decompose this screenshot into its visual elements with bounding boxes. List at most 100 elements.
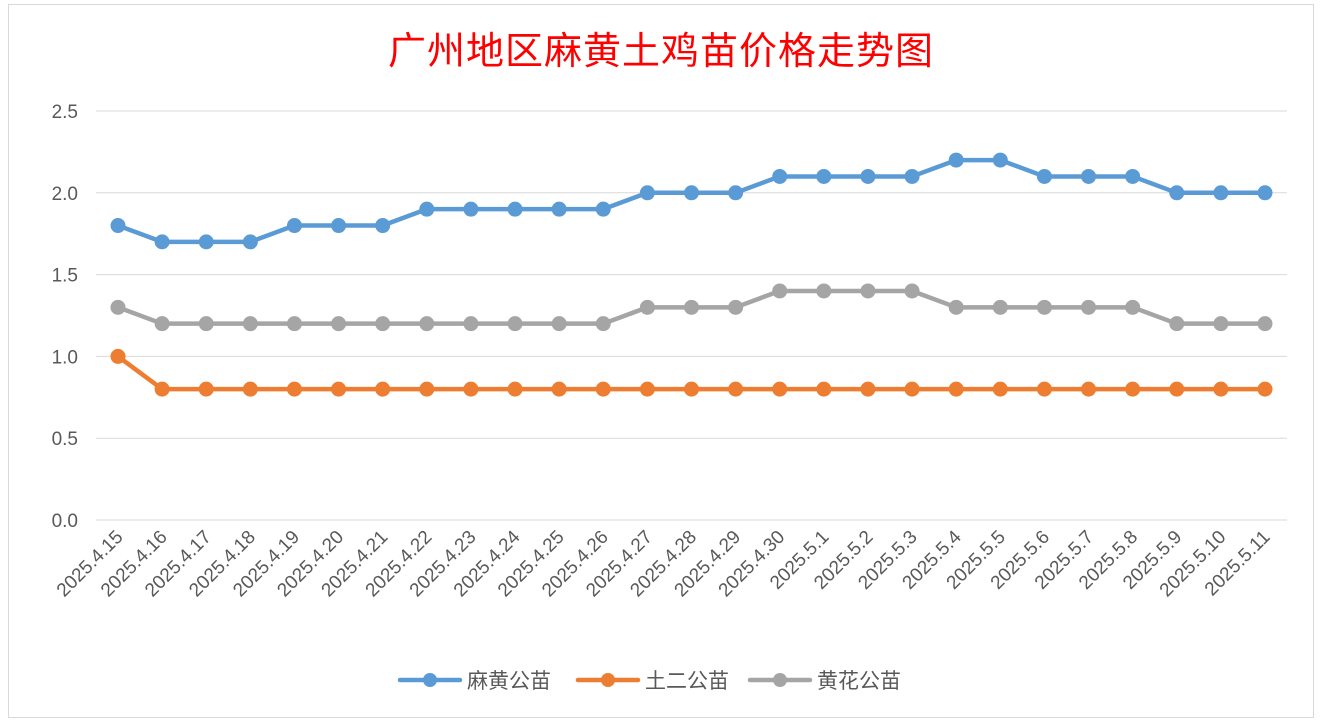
legend-label: 黄花公苗 xyxy=(817,669,901,693)
data-point xyxy=(1257,185,1273,201)
data-point xyxy=(1081,168,1097,184)
legend: 麻黄公苗 土二公苗 黄花公苗 xyxy=(397,669,901,693)
data-point xyxy=(198,234,214,250)
data-point xyxy=(375,316,391,332)
data-point xyxy=(110,348,126,364)
data-point xyxy=(1169,316,1185,332)
data-point xyxy=(110,299,126,315)
data-point xyxy=(639,381,655,397)
data-point xyxy=(1125,299,1141,315)
data-point xyxy=(286,381,302,397)
data-point xyxy=(904,283,920,299)
data-point xyxy=(728,299,744,315)
data-point xyxy=(154,381,170,397)
data-point xyxy=(860,381,876,397)
chart-frame xyxy=(8,4,1314,718)
data-point xyxy=(463,316,479,332)
y-tick-label: 1.0 xyxy=(52,347,78,368)
x-axis-ticks: 2025.4.152025.4.162025.4.172025.4.182025… xyxy=(53,526,1275,601)
data-point xyxy=(684,299,699,315)
data-point xyxy=(331,316,347,332)
data-point xyxy=(595,381,611,397)
legend-label: 麻黄公苗 xyxy=(467,669,551,693)
data-point xyxy=(1213,316,1229,332)
data-point xyxy=(728,381,744,397)
series-3 xyxy=(110,283,1273,332)
legend-dot-marker xyxy=(423,673,437,687)
legend-item: 土二公苗 xyxy=(575,669,729,693)
legend-item: 麻黄公苗 xyxy=(397,669,551,693)
data-point xyxy=(1125,381,1141,397)
legend-item: 黄花公苗 xyxy=(747,669,901,693)
data-point xyxy=(816,283,832,299)
data-point xyxy=(286,218,302,234)
data-point xyxy=(331,381,347,397)
data-point xyxy=(1169,185,1185,201)
y-axis-ticks: 0.0 0.5 1.0 1.5 2.0 2.5 xyxy=(52,102,78,532)
data-point xyxy=(1125,168,1141,184)
legend-dot-marker xyxy=(601,673,615,687)
data-point xyxy=(728,185,744,201)
data-point xyxy=(860,168,876,184)
data-point xyxy=(639,185,655,201)
series-layer xyxy=(110,152,1273,397)
data-point xyxy=(375,381,391,397)
data-point xyxy=(816,168,832,184)
data-point xyxy=(1169,381,1185,397)
data-point xyxy=(198,381,214,397)
legend-dot-marker xyxy=(773,673,787,687)
data-point xyxy=(1213,185,1229,201)
data-point xyxy=(551,381,567,397)
data-point xyxy=(507,381,523,397)
data-point xyxy=(242,316,258,332)
data-point xyxy=(419,381,435,397)
data-point xyxy=(463,381,479,397)
legend-label: 土二公苗 xyxy=(645,669,729,693)
data-point xyxy=(286,316,302,332)
data-point xyxy=(1257,316,1273,332)
data-point xyxy=(1081,299,1097,315)
series-1 xyxy=(110,152,1273,250)
data-point xyxy=(992,381,1008,397)
data-point xyxy=(772,168,788,184)
y-tick-label: 0.0 xyxy=(52,511,78,532)
data-point xyxy=(684,381,699,397)
data-point xyxy=(948,152,964,168)
data-point xyxy=(948,299,964,315)
data-point xyxy=(419,201,435,217)
y-tick-label: 2.0 xyxy=(52,184,78,205)
data-point xyxy=(198,316,214,332)
chart-title: 广州地区麻黄土鸡苗价格走势图 xyxy=(387,29,934,73)
data-point xyxy=(684,185,699,201)
data-point xyxy=(860,283,876,299)
data-point xyxy=(639,299,655,315)
data-point xyxy=(242,234,258,250)
data-point xyxy=(595,201,611,217)
data-point xyxy=(154,316,170,332)
gridlines xyxy=(96,110,1287,521)
data-point xyxy=(992,152,1008,168)
data-point xyxy=(1257,381,1273,397)
data-point xyxy=(242,381,258,397)
data-point xyxy=(1036,381,1052,397)
data-point xyxy=(1036,168,1052,184)
data-point xyxy=(154,234,170,250)
data-point xyxy=(1213,381,1229,397)
data-point xyxy=(375,218,391,234)
data-point xyxy=(551,316,567,332)
data-point xyxy=(904,381,920,397)
data-point xyxy=(331,218,347,234)
data-point xyxy=(948,381,964,397)
data-point xyxy=(772,381,788,397)
series-2 xyxy=(110,348,1273,397)
data-point xyxy=(904,168,920,184)
data-point xyxy=(1036,299,1052,315)
data-point xyxy=(595,316,611,332)
data-point xyxy=(110,218,126,234)
data-point xyxy=(507,201,523,217)
data-point xyxy=(816,381,832,397)
data-point xyxy=(551,201,567,217)
y-tick-label: 0.5 xyxy=(52,429,78,450)
data-point xyxy=(507,316,523,332)
